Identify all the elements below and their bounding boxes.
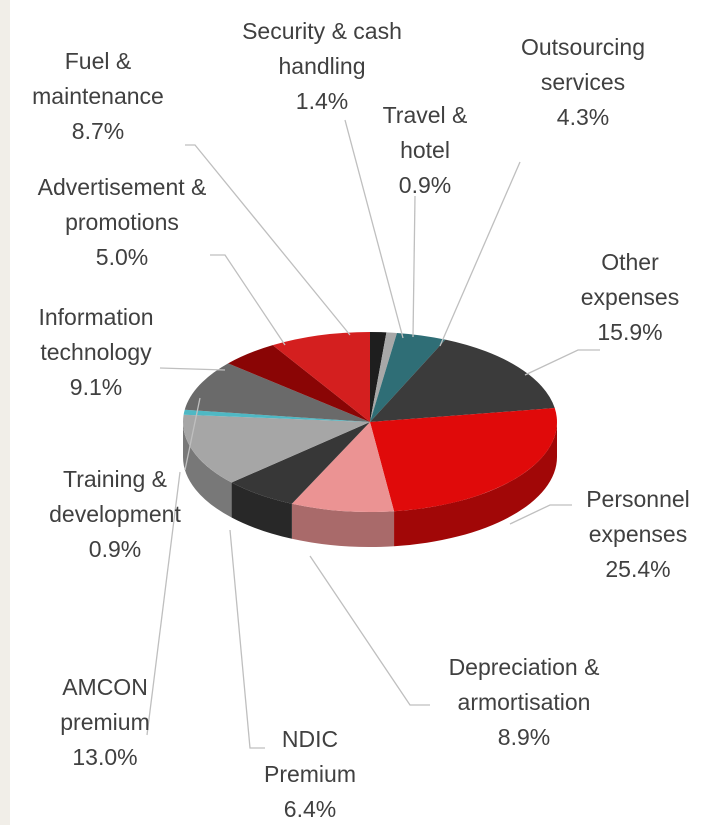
category-label: Security & cash handling (217, 14, 427, 84)
pie-tops (183, 332, 557, 512)
category-label: Fuel & maintenance (16, 44, 181, 114)
category-label: Other expenses (565, 245, 695, 315)
category-label: AMCON premium (45, 670, 165, 740)
category-label: Travel & hotel (368, 98, 483, 168)
value-label: 5.0% (22, 240, 222, 275)
category-label: Training & development (35, 462, 195, 532)
value-label: 15.9% (565, 315, 695, 350)
leader-line (230, 530, 265, 748)
value-label: 6.4% (253, 792, 368, 827)
value-label: 8.7% (16, 114, 181, 149)
category-label: Advertisement & promotions (22, 170, 222, 240)
category-label: Information technology (14, 300, 179, 370)
leader-line (310, 556, 430, 705)
value-label: 4.3% (496, 100, 671, 135)
category-label: Personnel expenses (571, 482, 705, 552)
category-label: Depreciation & armortisation (424, 650, 624, 720)
category-label: Outsourcing services (496, 30, 671, 100)
value-label: 0.9% (35, 532, 195, 567)
value-label: 0.9% (368, 168, 483, 203)
value-label: 8.9% (424, 720, 624, 755)
value-label: 13.0% (45, 740, 165, 775)
leader-line (525, 350, 600, 375)
value-label: 9.1% (14, 370, 179, 405)
category-label: NDIC Premium (253, 722, 368, 792)
value-label: 25.4% (571, 552, 705, 587)
leader-line (413, 196, 415, 337)
